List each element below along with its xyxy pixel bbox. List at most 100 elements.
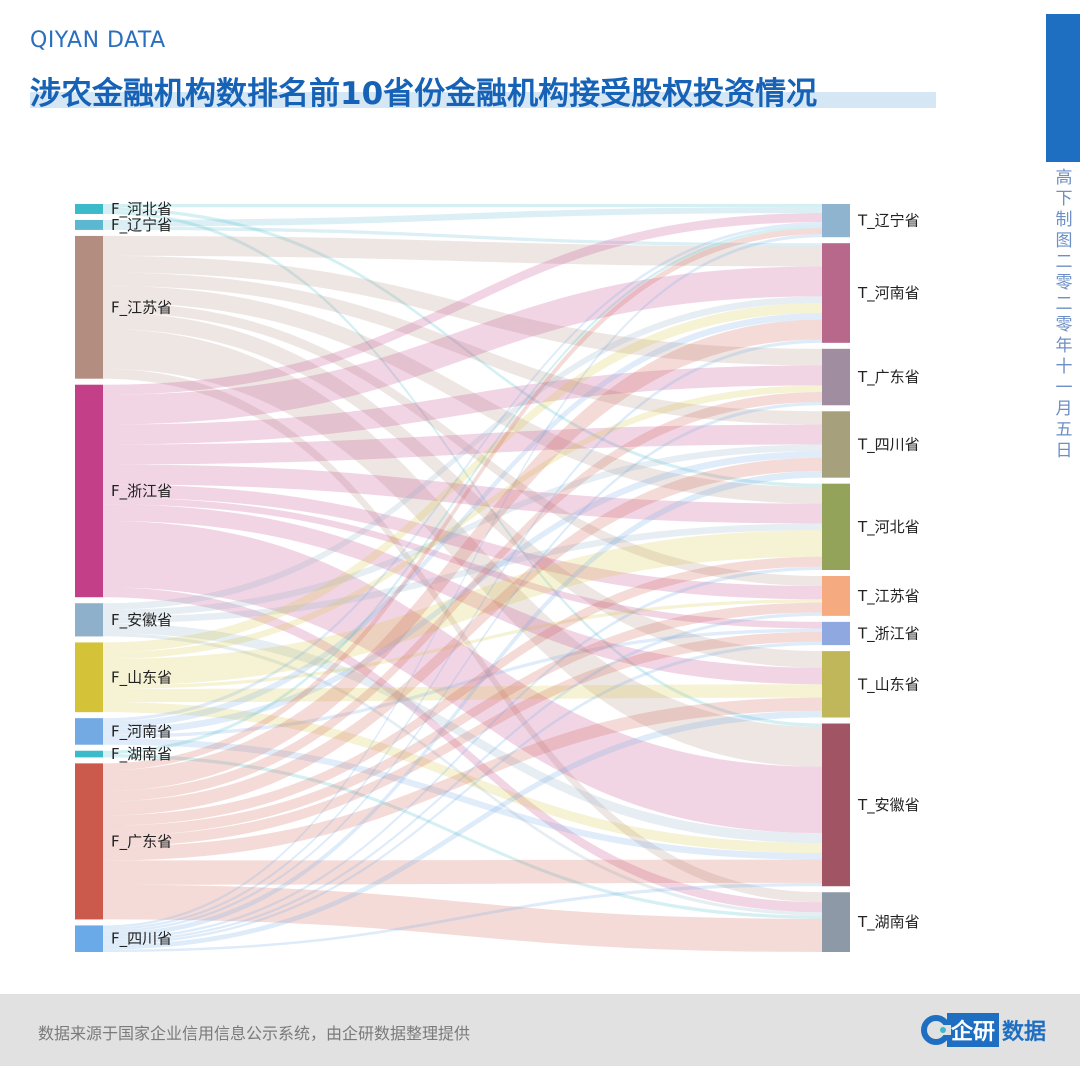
source-node bbox=[75, 925, 103, 952]
sankey-link bbox=[103, 272, 822, 425]
target-node bbox=[822, 576, 850, 616]
sankey-link bbox=[103, 339, 822, 931]
source-node-label: F_河北省 bbox=[111, 200, 172, 219]
sankey-link bbox=[103, 702, 822, 854]
target-node bbox=[822, 621, 850, 646]
target-node bbox=[822, 723, 850, 887]
source-node-label: F_广东省 bbox=[111, 832, 172, 851]
target-node bbox=[822, 348, 850, 406]
sankey-link bbox=[103, 424, 822, 465]
target-node bbox=[822, 204, 850, 238]
footer: 数据来源于国家企业信用信息公示系统，由企研数据整理提供 企研 数据 bbox=[0, 994, 1080, 1066]
sankey-link bbox=[103, 235, 822, 267]
sankey-link bbox=[103, 328, 822, 767]
target-node bbox=[822, 411, 850, 478]
target-node-label: T_四川省 bbox=[857, 435, 920, 454]
sankey-link bbox=[103, 530, 822, 686]
source-node-label: F_江苏省 bbox=[111, 298, 172, 317]
source-node-label: F_辽宁省 bbox=[111, 216, 172, 235]
target-node-label: T_河南省 bbox=[857, 284, 920, 303]
sankey-link bbox=[103, 226, 822, 247]
source-node bbox=[75, 603, 103, 637]
sankey-link bbox=[103, 497, 822, 629]
sankey-link bbox=[103, 213, 822, 395]
source-node bbox=[75, 750, 103, 758]
sankey-link bbox=[103, 296, 822, 610]
sankey-link bbox=[103, 302, 822, 653]
sankey-link bbox=[103, 641, 822, 945]
target-node bbox=[822, 651, 850, 718]
source-node bbox=[75, 642, 103, 713]
sankey-link bbox=[103, 312, 822, 729]
side-accent-bar bbox=[1046, 14, 1080, 162]
sankey-link bbox=[103, 612, 822, 943]
sankey-link bbox=[103, 738, 822, 860]
sankey-link bbox=[103, 633, 822, 916]
sankey-link bbox=[103, 504, 822, 685]
target-node-label: T_辽宁省 bbox=[857, 212, 920, 231]
source-node bbox=[75, 204, 103, 214]
target-node-label: T_安徽省 bbox=[857, 796, 920, 815]
sankey-link bbox=[103, 207, 822, 227]
target-node-label: T_江苏省 bbox=[857, 587, 920, 606]
sankey-link bbox=[103, 285, 822, 504]
logo: 企研 数据 bbox=[920, 1013, 1046, 1047]
sankey-link bbox=[103, 882, 822, 952]
source-node-label: F_安徽省 bbox=[111, 611, 172, 630]
sankey-link bbox=[103, 754, 822, 919]
sankey-link bbox=[103, 222, 822, 722]
sankey-link bbox=[103, 556, 822, 826]
sankey-link bbox=[103, 365, 822, 445]
title-underline-bar bbox=[30, 92, 936, 108]
sankey-link bbox=[103, 451, 822, 735]
sankey-link bbox=[103, 602, 822, 837]
source-node-label: F_四川省 bbox=[111, 930, 172, 949]
title-block: 涉农金融机构数排名前10省份金融机构接受股权投资情况 bbox=[30, 68, 936, 113]
target-node-label: T_河北省 bbox=[857, 518, 920, 537]
logo-c-icon bbox=[920, 1015, 951, 1045]
sankey-link bbox=[103, 599, 822, 689]
sankey-link bbox=[103, 523, 822, 624]
sankey-link bbox=[103, 697, 822, 861]
sankey-link bbox=[103, 234, 822, 928]
source-node-label: F_山东省 bbox=[111, 668, 172, 687]
sankey-link bbox=[103, 684, 822, 703]
source-node-label: F_河南省 bbox=[111, 722, 172, 741]
sankey-link bbox=[103, 710, 822, 950]
sankey-link bbox=[103, 204, 822, 208]
logo-text-primary: 企研 bbox=[946, 1013, 999, 1047]
sankey-link bbox=[103, 207, 822, 488]
sankey-link bbox=[103, 228, 822, 771]
target-node-label: T_湖南省 bbox=[857, 913, 920, 932]
sankey-link bbox=[103, 391, 822, 802]
sankey-link bbox=[103, 266, 822, 425]
chart-title: 涉农金融机构数排名前10省份金融机构接受股权投资情况 bbox=[30, 76, 818, 112]
brand-text: QIYAN DATA bbox=[30, 28, 166, 53]
source-node-label: F_浙江省 bbox=[111, 482, 172, 501]
target-node-label: T_广东省 bbox=[857, 368, 920, 387]
target-node bbox=[822, 483, 850, 571]
target-node-label: T_浙江省 bbox=[857, 624, 920, 643]
source-node-label: F_湖南省 bbox=[111, 745, 172, 764]
source-node bbox=[75, 235, 103, 379]
sankey-link bbox=[103, 255, 822, 366]
sankey-links bbox=[103, 204, 822, 952]
sankey-link bbox=[103, 319, 822, 792]
vertical-note: 高下制图 二零二零年十一月五日 bbox=[1055, 168, 1073, 461]
sankey-link bbox=[103, 566, 822, 940]
sankey-link bbox=[103, 520, 822, 834]
target-node-label: T_山东省 bbox=[857, 675, 920, 694]
target-node bbox=[822, 243, 850, 343]
sankey-link bbox=[103, 210, 822, 727]
sankey-link bbox=[103, 464, 822, 524]
sankey-link bbox=[103, 623, 822, 844]
sankey-link bbox=[103, 884, 822, 952]
sankey-link bbox=[103, 302, 822, 586]
source-node bbox=[75, 219, 103, 230]
sankey-link bbox=[103, 631, 822, 847]
logo-text-secondary: 数据 bbox=[1001, 1020, 1046, 1045]
sankey-link bbox=[103, 401, 822, 933]
sankey-link bbox=[103, 444, 822, 617]
